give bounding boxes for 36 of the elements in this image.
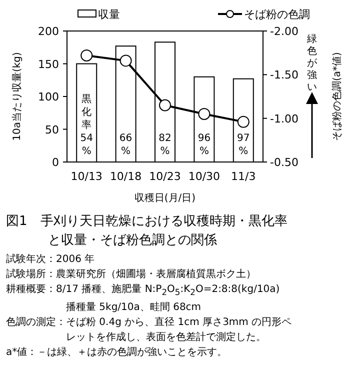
x-axis-title: 収穫日(月/日) <box>134 192 196 204</box>
annotation: 66% <box>119 133 132 157</box>
x-tick-label: 11/3 <box>231 170 256 183</box>
annotation: 82% <box>158 133 172 157</box>
point <box>237 116 250 128</box>
y2-tick-label: -0.50 <box>270 156 298 169</box>
point <box>159 99 171 112</box>
y2-tick-label: -1.00 <box>270 112 298 126</box>
text: 試験場所：農業研究所（畑圃場・表層腐植質黒ボク土） <box>6 268 257 282</box>
y-tick-label: 50 <box>45 123 59 136</box>
y-axis-title: 10a当たり収量(kg) <box>11 52 23 141</box>
annotation: 96% <box>198 133 211 157</box>
annotation: 黒化率54% <box>80 94 93 157</box>
point <box>198 108 210 120</box>
point <box>120 54 132 67</box>
point <box>80 49 93 62</box>
x-tick-label: 10/23 <box>149 170 181 183</box>
y-tick-label: 150 <box>38 58 59 71</box>
y-tick-label: 100 <box>38 90 59 104</box>
text: 緑色が強い <box>306 34 318 93</box>
y-tick-label: 0 <box>52 156 59 169</box>
x-tick-label: 10/13 <box>70 170 102 183</box>
x-tick-label: 10/18 <box>110 170 142 183</box>
text: 試験年次：2006 年 <box>6 252 96 267</box>
y2-tick-label: -1.50 <box>270 68 298 82</box>
text: 図1 手刈り天日乾燥における収穫時期・黒化率と収量・そば粉色調との関係 <box>6 213 288 250</box>
y-tick-label: 200 <box>38 25 59 38</box>
y2-tick-label: -2.00 <box>270 25 298 38</box>
x-tick-label: 10/30 <box>188 170 220 183</box>
text: 色調の測定：そば粉 0.4g から、直径 1cm 厚さ3mm の円形ペレットを作成し、表面を色差計で測定した。 <box>6 316 293 345</box>
text: a*値：－は緑、＋は赤の色調が強いことを示す。 <box>6 346 228 360</box>
legend-label: そば粉の色調 <box>244 8 310 21</box>
legend-label: 収量 <box>98 8 120 21</box>
y2-axis-title: そば粉の色調(a*値) <box>331 52 343 141</box>
text: 耕種概要：8/17 播種、施肥量 N:P$_{2}$O$_{5}$:K$_{2}$O=2:8:8(kg/10a) 播種量 5kg/10a、畦間 68cm <box>6 282 281 315</box>
annotation: 97% <box>237 133 250 157</box>
